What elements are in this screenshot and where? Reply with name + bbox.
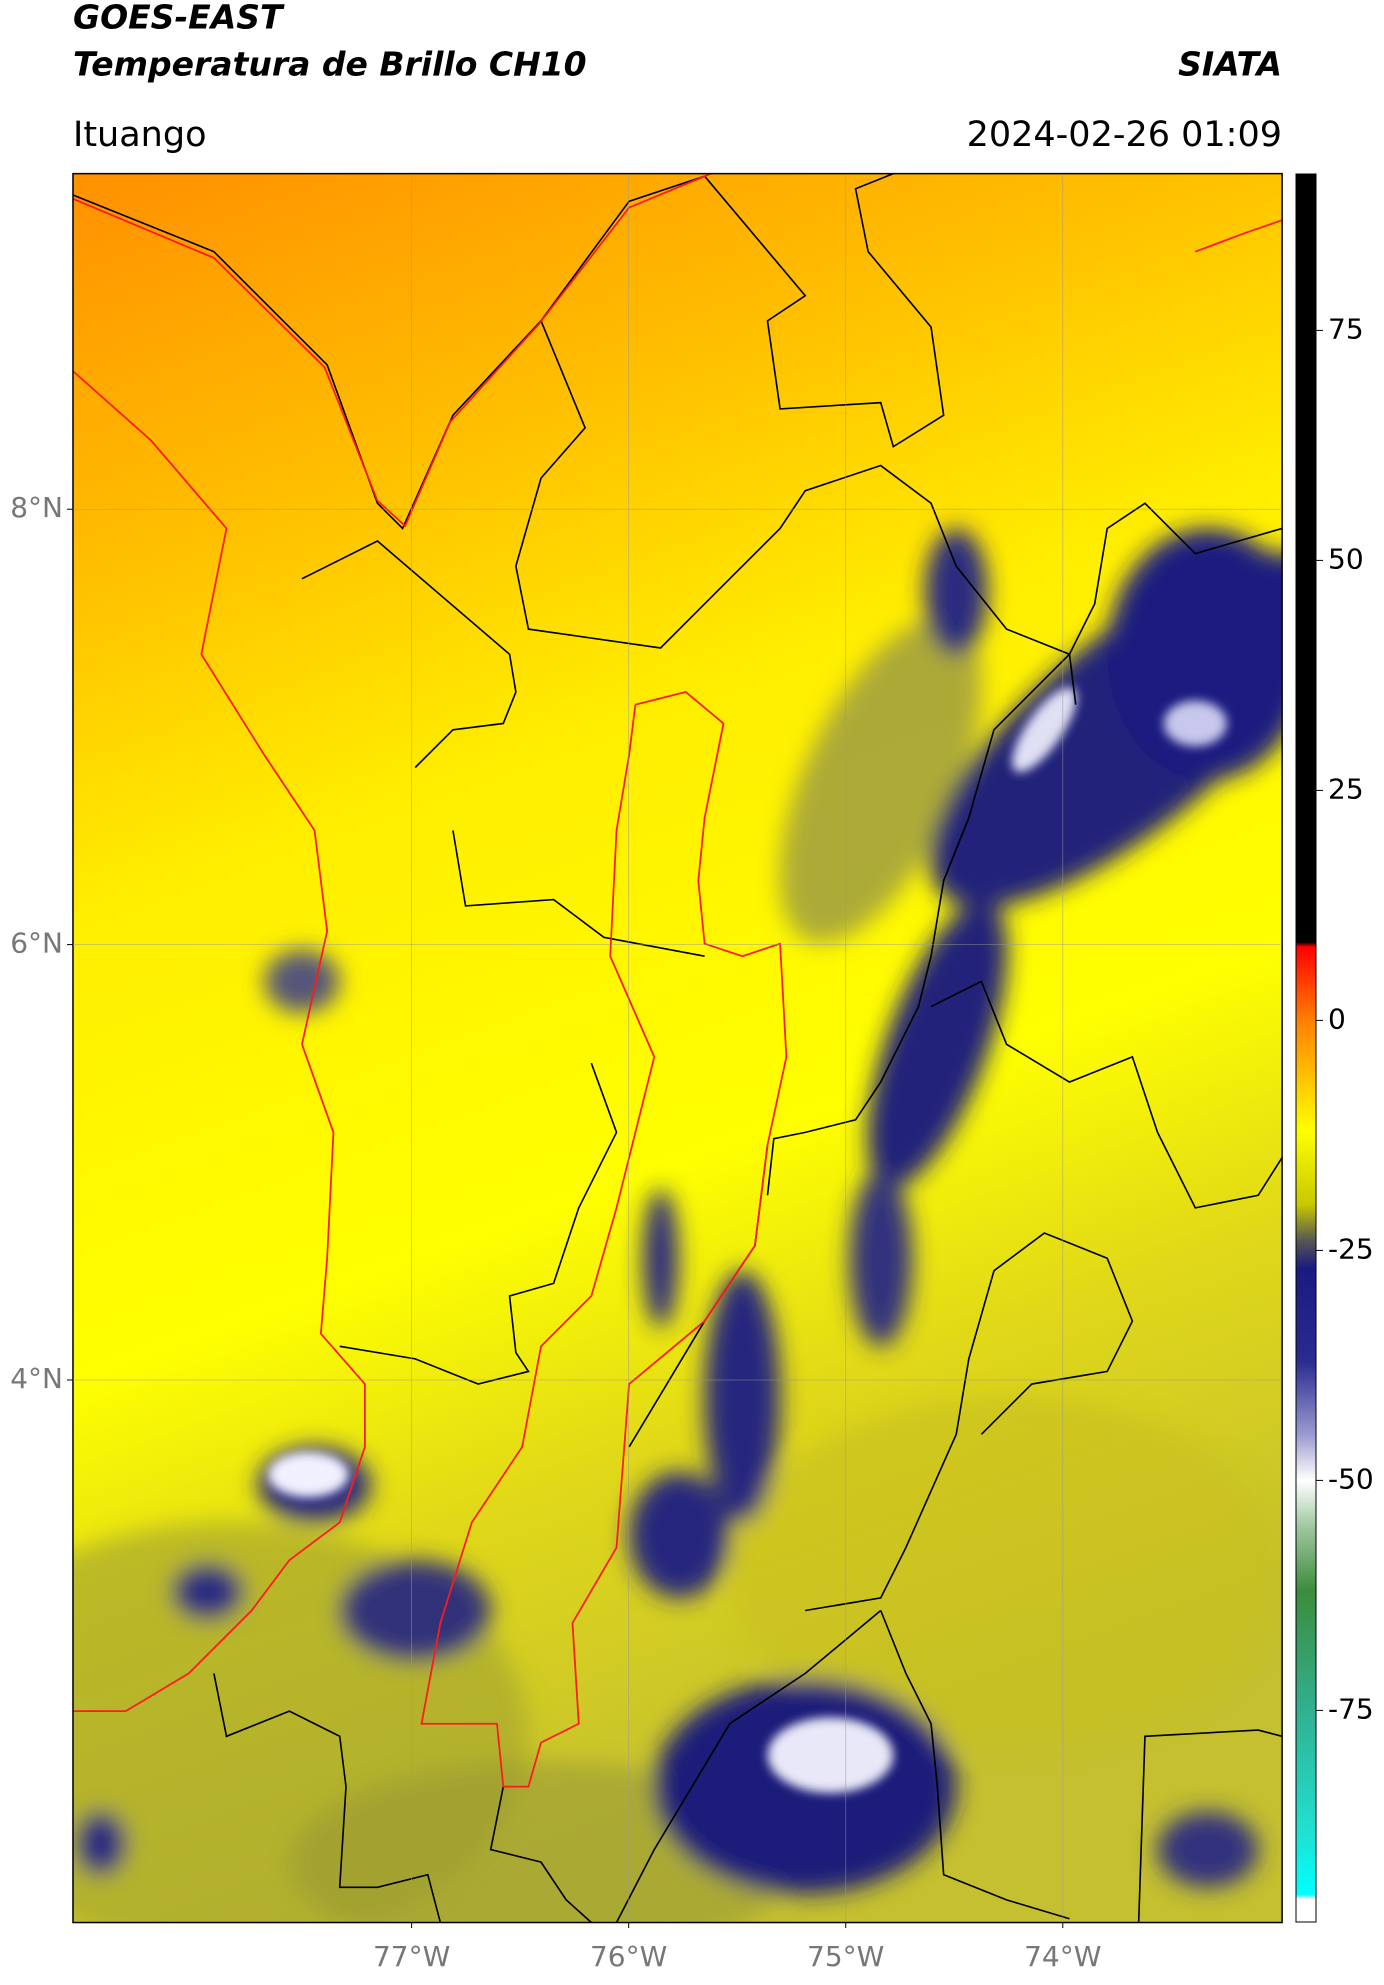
- y-tick-label: 4°N: [10, 1362, 63, 1395]
- x-tick-label: 74°W: [1024, 1940, 1101, 1973]
- colorbar-tick-label: -75: [1328, 1692, 1374, 1725]
- colorbar-tick-label: 0: [1328, 1002, 1346, 1035]
- title: GOES-EAST: [73, 0, 285, 37]
- datetime: 2024-02-26 01:09: [967, 115, 1282, 155]
- x-tick-label: 77°W: [373, 1940, 450, 1973]
- colorbar-tick-label: 75: [1328, 312, 1364, 345]
- location: Ituango: [73, 115, 207, 155]
- colorbar: [1295, 173, 1317, 1923]
- x-tick-label: 75°W: [807, 1940, 884, 1973]
- colorbar-tick-label: -50: [1328, 1462, 1374, 1495]
- colorbar-tick-label: 25: [1328, 772, 1364, 805]
- colorbar-tick-label: 50: [1328, 542, 1364, 575]
- y-tick-label: 8°N: [10, 491, 63, 524]
- x-tick-label: 76°W: [590, 1940, 667, 1973]
- brand: SIATA: [1178, 45, 1282, 84]
- map-imagery: [72, 172, 1283, 1924]
- colorbar-tick-label: -25: [1328, 1232, 1374, 1265]
- subtitle: Temperatura de Brillo CH10: [73, 45, 587, 84]
- y-tick-label: 6°N: [10, 927, 63, 960]
